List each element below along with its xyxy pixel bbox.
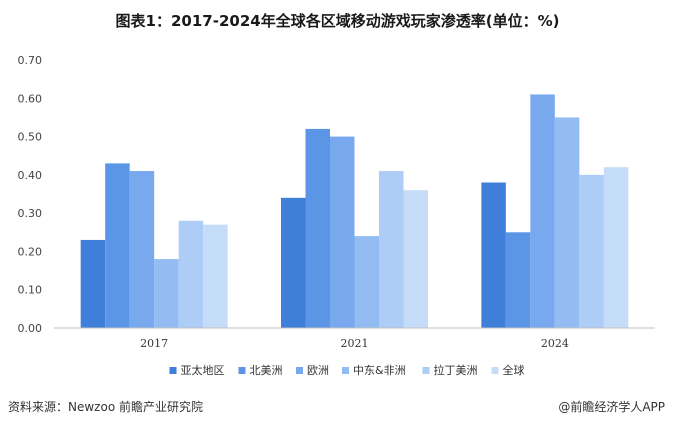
- y-axis-ticks: 0.00 0.10 0.20 0.30 0.40 0.50 0.60 0.70: [18, 54, 43, 335]
- bars-group: [80, 94, 629, 328]
- legend-label: 全球: [503, 363, 525, 377]
- y-tick-label: 0.10: [18, 284, 43, 297]
- legend-swatch: [238, 367, 246, 374]
- y-tick-label: 0.70: [18, 54, 43, 67]
- bar: [354, 236, 379, 328]
- bar: [154, 259, 179, 328]
- bar: [203, 224, 228, 328]
- bar: [281, 197, 306, 328]
- legend-swatch: [296, 367, 303, 374]
- bar: [305, 128, 330, 328]
- legend-label: 欧洲: [307, 364, 329, 377]
- bar: [403, 190, 428, 328]
- bar: [554, 117, 580, 328]
- bar: [379, 171, 404, 328]
- y-tick-label: 0.20: [18, 245, 43, 258]
- y-tick-label: 0.50: [18, 131, 43, 144]
- legend-label: 拉丁美洲: [434, 363, 478, 377]
- legend-swatch: [422, 367, 430, 374]
- chart-title: 图表1：2017-2024年全球各区域移动游戏玩家渗透率(单位：%): [115, 12, 560, 30]
- y-tick-label: 0.40: [18, 169, 43, 182]
- legend-swatch: [491, 367, 499, 374]
- legend-label: 中东&非洲: [353, 364, 406, 377]
- bar: [105, 163, 130, 328]
- x-tick-label: 2024: [541, 337, 569, 350]
- bar: [579, 174, 604, 328]
- y-tick-label: 0.60: [18, 92, 43, 105]
- x-tick-label: 2017: [140, 337, 168, 350]
- y-tick-label: 0.00: [18, 322, 43, 335]
- source-note: 资料来源：Newzoo 前瞻产业研究院: [8, 400, 203, 414]
- legend-label: 亚太地区: [181, 364, 225, 377]
- bar: [80, 239, 106, 328]
- bar: [505, 232, 531, 328]
- brand-note: @前瞻经济学人APP: [558, 400, 665, 414]
- bar: [129, 171, 155, 328]
- x-tick-label: 2021: [341, 337, 369, 350]
- bar: [530, 94, 555, 328]
- bar: [178, 220, 204, 328]
- bar: [603, 167, 629, 328]
- legend-label: 北美洲: [250, 364, 283, 377]
- legend-swatch: [169, 367, 177, 374]
- y-tick-label: 0.30: [18, 207, 43, 220]
- bar: [330, 136, 355, 328]
- category-labels: 2017 2021 2024: [140, 337, 569, 350]
- bar: [481, 182, 506, 328]
- legend-swatch: [342, 367, 349, 374]
- legend: 亚太地区 北美洲 欧洲 中东&非洲 拉丁美洲 全球: [169, 363, 525, 377]
